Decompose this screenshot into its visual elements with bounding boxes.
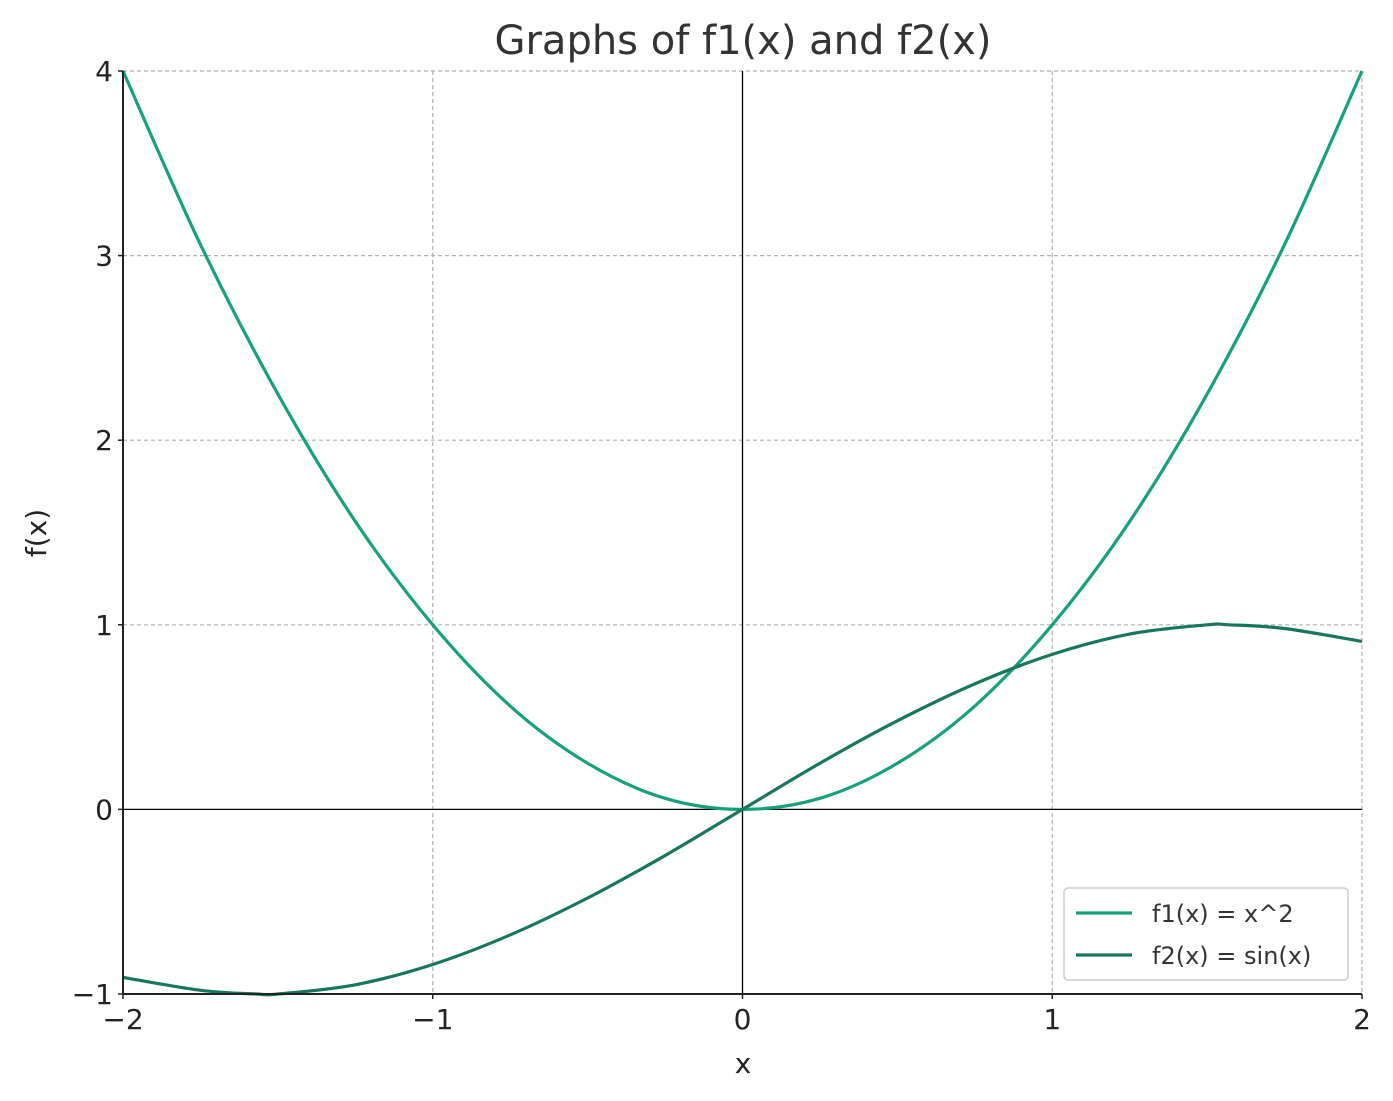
x-tick-label: 0 bbox=[734, 1003, 752, 1036]
x-tick-label: 2 bbox=[1353, 1003, 1371, 1036]
legend-box bbox=[1063, 887, 1349, 981]
x-axis-label: x bbox=[735, 1047, 752, 1080]
x-tick-label: −1 bbox=[412, 1003, 453, 1036]
chart-title: Graphs of f1(x) and f2(x) bbox=[494, 18, 991, 64]
y-tick-label: 2 bbox=[95, 424, 113, 457]
y-tick-label: 0 bbox=[95, 793, 113, 826]
legend-label-1: f1(x) = x^2 bbox=[1152, 900, 1294, 928]
legend: f1(x) = x^2 f2(x) = sin(x) bbox=[1063, 887, 1349, 981]
x-tick-label: 1 bbox=[1043, 1003, 1061, 1036]
y-tick-label: 1 bbox=[95, 609, 113, 642]
y-axis-label: f(x) bbox=[20, 509, 53, 557]
x-tick-label: −2 bbox=[102, 1003, 143, 1036]
legend-label-2: f2(x) = sin(x) bbox=[1152, 942, 1311, 970]
y-tick-label: 4 bbox=[95, 55, 113, 88]
y-tick-label: −1 bbox=[72, 978, 113, 1011]
y-tick-label: 3 bbox=[95, 240, 113, 273]
